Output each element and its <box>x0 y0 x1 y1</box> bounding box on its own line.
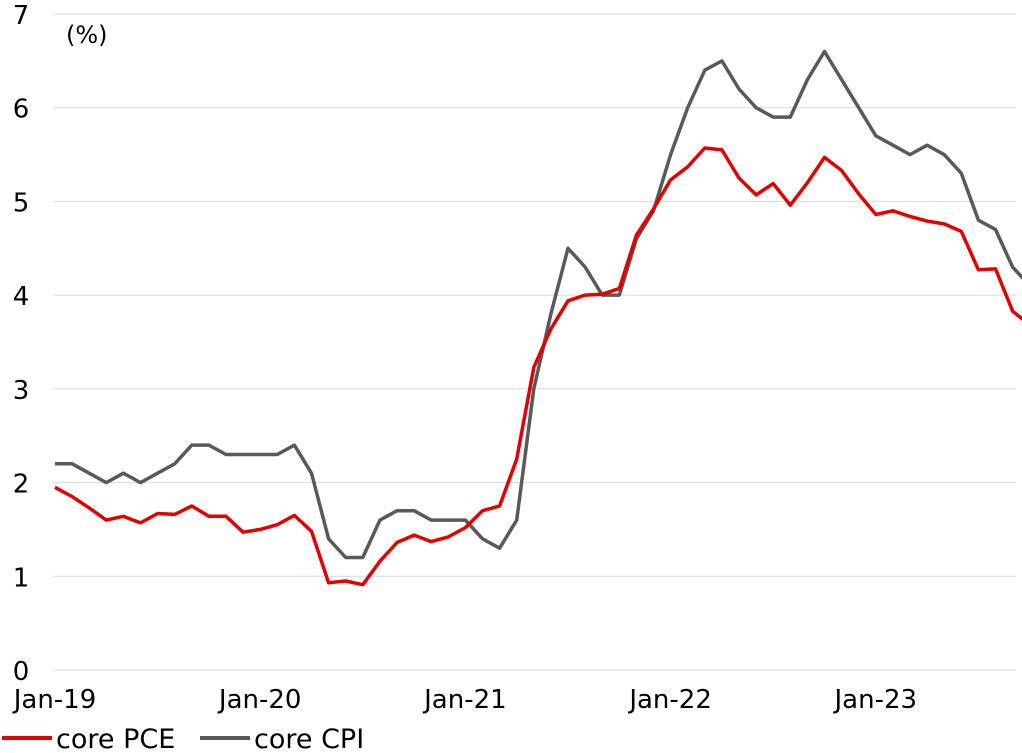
series-line-core-pce <box>54 146 1022 587</box>
x-tick-label-jan-21: Jan-21 <box>422 685 507 715</box>
legend-label-core-pce: core PCE <box>56 724 175 753</box>
x-tick-label-jan-19: Jan-19 <box>12 685 97 715</box>
y-tick-label-3: 3 <box>13 376 30 406</box>
y-tick-label-6: 6 <box>13 95 30 125</box>
y-tick-label-1: 1 <box>13 563 30 593</box>
x-axis-tick-labels: Jan-19 Jan-20 Jan-21 Jan-22 Jan-23 <box>12 685 917 715</box>
series-lines <box>54 49 1022 587</box>
y-tick-label-2: 2 <box>13 470 30 500</box>
y-tick-label-0: 0 <box>13 657 30 687</box>
x-tick-label-jan-22: Jan-22 <box>627 685 712 715</box>
series-line-core-cpi <box>55 49 1022 560</box>
legend: core PCE core CPI <box>2 724 364 753</box>
x-tick-label-jan-23: Jan-23 <box>833 685 918 715</box>
gridlines <box>53 13 1016 671</box>
x-tick-label-jan-20: Jan-20 <box>217 685 302 715</box>
y-tick-label-7: 7 <box>13 1 30 31</box>
y-tick-label-4: 4 <box>13 282 30 312</box>
y-tick-label-5: 5 <box>13 188 30 218</box>
y-axis-tick-labels: 0 1 2 3 4 5 6 7 <box>13 1 30 687</box>
legend-label-core-cpi: core CPI <box>254 724 364 753</box>
y-axis-unit-label: (%) <box>66 21 108 49</box>
